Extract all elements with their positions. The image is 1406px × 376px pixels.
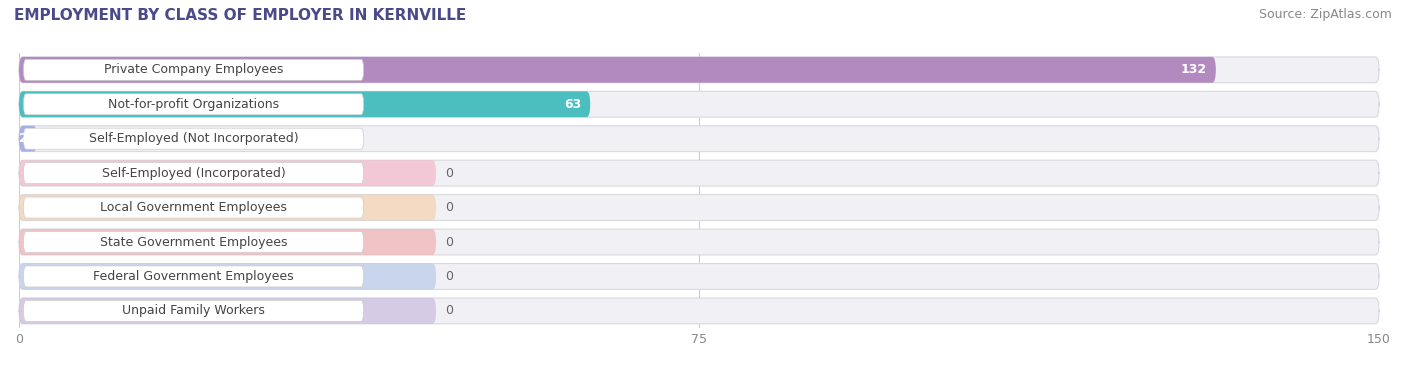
- FancyBboxPatch shape: [20, 195, 1379, 220]
- FancyBboxPatch shape: [20, 57, 1379, 83]
- FancyBboxPatch shape: [20, 298, 1379, 324]
- FancyBboxPatch shape: [20, 91, 591, 117]
- FancyBboxPatch shape: [20, 91, 1379, 117]
- Text: Unpaid Family Workers: Unpaid Family Workers: [122, 305, 264, 317]
- FancyBboxPatch shape: [24, 300, 364, 321]
- FancyBboxPatch shape: [20, 298, 436, 324]
- Text: Private Company Employees: Private Company Employees: [104, 63, 283, 76]
- Text: 2: 2: [20, 132, 28, 145]
- FancyBboxPatch shape: [24, 59, 364, 80]
- Text: 0: 0: [446, 167, 453, 180]
- Text: 0: 0: [446, 270, 453, 283]
- Text: Not-for-profit Organizations: Not-for-profit Organizations: [108, 98, 280, 111]
- FancyBboxPatch shape: [20, 229, 436, 255]
- FancyBboxPatch shape: [20, 195, 436, 220]
- FancyBboxPatch shape: [20, 229, 1379, 255]
- Text: EMPLOYMENT BY CLASS OF EMPLOYER IN KERNVILLE: EMPLOYMENT BY CLASS OF EMPLOYER IN KERNV…: [14, 8, 467, 23]
- Text: Federal Government Employees: Federal Government Employees: [93, 270, 294, 283]
- FancyBboxPatch shape: [24, 94, 364, 115]
- Text: Source: ZipAtlas.com: Source: ZipAtlas.com: [1258, 8, 1392, 21]
- FancyBboxPatch shape: [20, 160, 1379, 186]
- Text: Self-Employed (Incorporated): Self-Employed (Incorporated): [101, 167, 285, 180]
- FancyBboxPatch shape: [20, 264, 436, 290]
- FancyBboxPatch shape: [24, 163, 364, 183]
- Text: Self-Employed (Not Incorporated): Self-Employed (Not Incorporated): [89, 132, 298, 145]
- Text: 63: 63: [564, 98, 581, 111]
- Text: 132: 132: [1181, 63, 1206, 76]
- FancyBboxPatch shape: [24, 266, 364, 287]
- FancyBboxPatch shape: [24, 197, 364, 218]
- FancyBboxPatch shape: [20, 57, 1216, 83]
- FancyBboxPatch shape: [20, 126, 37, 152]
- Text: 0: 0: [446, 305, 453, 317]
- FancyBboxPatch shape: [24, 232, 364, 253]
- Text: Local Government Employees: Local Government Employees: [100, 201, 287, 214]
- Text: 0: 0: [446, 201, 453, 214]
- FancyBboxPatch shape: [20, 160, 436, 186]
- FancyBboxPatch shape: [20, 126, 1379, 152]
- FancyBboxPatch shape: [20, 264, 1379, 290]
- Text: State Government Employees: State Government Employees: [100, 235, 287, 249]
- Text: 0: 0: [446, 235, 453, 249]
- FancyBboxPatch shape: [24, 128, 364, 149]
